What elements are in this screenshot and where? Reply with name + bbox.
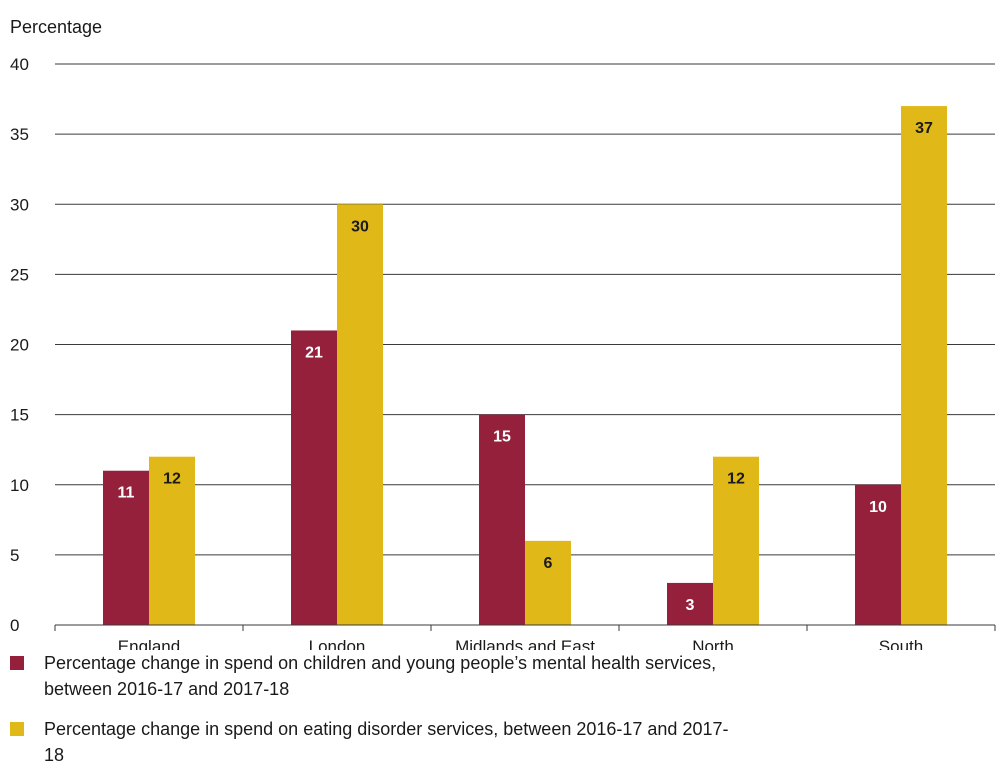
legend-swatch-mental-health bbox=[10, 656, 24, 670]
bar-eating-disorder bbox=[337, 204, 383, 625]
bar-value-label: 30 bbox=[351, 218, 369, 235]
bar-mental-health bbox=[667, 582, 713, 625]
y-axis-ticks: 0 5 10 15 20 25 30 35 40 bbox=[10, 55, 29, 635]
bar-chart: Percentage 0 5 10 15 20 25 30 35 40 11 12 21 30 15 6 3… bbox=[10, 17, 996, 650]
x-tick-label: Midlands and East bbox=[455, 637, 595, 650]
bar-mental-health bbox=[103, 470, 149, 625]
y-tick-label: 25 bbox=[10, 265, 29, 284]
bar-value-label: 37 bbox=[915, 120, 933, 137]
bar-mental-health bbox=[479, 414, 525, 625]
y-tick-label: 20 bbox=[10, 336, 29, 355]
y-tick-label: 15 bbox=[10, 406, 29, 425]
bar-value-label: 12 bbox=[727, 471, 745, 488]
x-axis: England London Midlands and East North South bbox=[54, 624, 996, 650]
bar-eating-disorder bbox=[525, 540, 571, 625]
legend-item-eating-disorder: Percentage change in spend on eating dis… bbox=[10, 716, 970, 768]
legend-label-eating-disorder: Percentage change in spend on eating dis… bbox=[44, 719, 729, 765]
y-tick-label: 35 bbox=[10, 125, 29, 144]
bar-value-label: 21 bbox=[305, 344, 323, 361]
bars: 11 12 21 30 15 6 3 12 10 37 bbox=[103, 106, 947, 625]
bar-value-label: 3 bbox=[686, 597, 695, 614]
bar-value-label: 6 bbox=[544, 555, 553, 572]
legend-label-mental-health: Percentage change in spend on children a… bbox=[44, 653, 717, 699]
bar-value-label: 10 bbox=[869, 499, 887, 516]
legend-item-mental-health: Percentage change in spend on children a… bbox=[10, 650, 970, 702]
bar-value-label: 15 bbox=[493, 429, 511, 446]
bar-eating-disorder bbox=[149, 456, 195, 625]
y-tick-label: 0 bbox=[10, 616, 19, 635]
bar-mental-health bbox=[291, 330, 337, 625]
bar-value-label: 11 bbox=[118, 485, 135, 502]
x-tick-label: South bbox=[879, 637, 923, 650]
y-tick-label: 10 bbox=[10, 476, 29, 495]
bar-eating-disorder bbox=[901, 106, 947, 625]
legend: Percentage change in spend on children a… bbox=[10, 650, 970, 782]
bar-eating-disorder bbox=[713, 456, 759, 625]
bar-mental-health bbox=[855, 484, 901, 625]
x-tick-label: England bbox=[118, 637, 180, 650]
y-tick-label: 30 bbox=[10, 195, 29, 214]
bar-value-label: 12 bbox=[163, 471, 181, 488]
x-tick-label: North bbox=[692, 637, 734, 650]
legend-swatch-eating-disorder bbox=[10, 722, 24, 736]
y-axis-label: Percentage bbox=[10, 17, 102, 37]
y-tick-label: 5 bbox=[10, 546, 19, 565]
y-tick-label: 40 bbox=[10, 55, 29, 74]
x-tick-label: London bbox=[309, 637, 366, 650]
